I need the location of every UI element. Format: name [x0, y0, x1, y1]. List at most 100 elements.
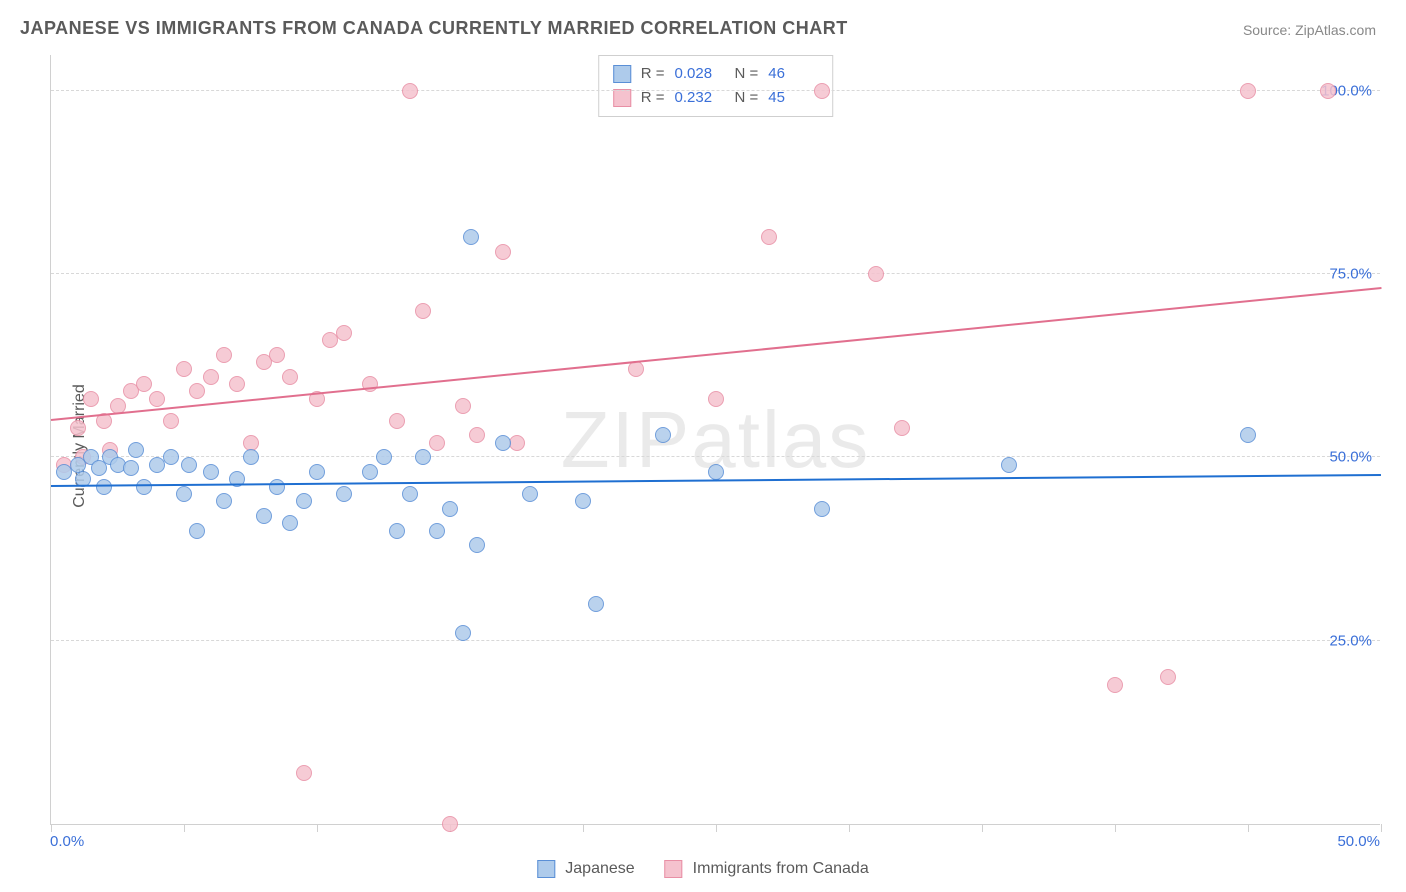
scatter-point: [136, 479, 152, 495]
scatter-point: [495, 244, 511, 260]
scatter-point: [402, 486, 418, 502]
x-tick: [849, 824, 850, 832]
x-tick-label-min: 0.0%: [50, 833, 84, 850]
gridline: [51, 90, 1380, 91]
scatter-point: [216, 493, 232, 509]
swatch-series1: [613, 65, 631, 83]
chart-title: JAPANESE VS IMMIGRANTS FROM CANADA CURRE…: [20, 18, 848, 39]
x-tick: [583, 824, 584, 832]
y-tick-label: 50.0%: [1329, 449, 1372, 466]
scatter-point: [469, 537, 485, 553]
scatter-point: [189, 383, 205, 399]
scatter-point: [469, 427, 485, 443]
x-tick: [716, 824, 717, 832]
source-attribution: Source: ZipAtlas.com: [1243, 22, 1376, 38]
legend-item-series2: Immigrants from Canada: [665, 860, 869, 878]
scatter-point: [868, 266, 884, 282]
scatter-point: [123, 460, 139, 476]
legend: Japanese Immigrants from Canada: [537, 860, 868, 878]
scatter-point: [575, 493, 591, 509]
stats-row-series1: R = 0.028 N = 46: [613, 62, 819, 86]
scatter-point: [1320, 83, 1336, 99]
scatter-point: [402, 83, 418, 99]
scatter-point: [522, 486, 538, 502]
scatter-point: [1240, 83, 1256, 99]
gridline: [51, 640, 1380, 641]
scatter-point: [282, 369, 298, 385]
scatter-point: [282, 515, 298, 531]
x-tick: [184, 824, 185, 832]
r-value-series1: 0.028: [675, 62, 725, 86]
scatter-plot-area: ZIPatlas R = 0.028 N = 46 R = 0.232 N = …: [50, 55, 1380, 825]
legend-label-series2: Immigrants from Canada: [693, 860, 869, 878]
scatter-point: [362, 464, 378, 480]
scatter-point: [1107, 677, 1123, 693]
scatter-point: [429, 435, 445, 451]
scatter-point: [415, 449, 431, 465]
legend-item-series1: Japanese: [537, 860, 634, 878]
scatter-point: [415, 303, 431, 319]
scatter-point: [189, 523, 205, 539]
n-value-series1: 46: [768, 62, 818, 86]
scatter-point: [655, 427, 671, 443]
scatter-point: [894, 420, 910, 436]
scatter-point: [814, 83, 830, 99]
x-tick-label-max: 50.0%: [1337, 833, 1380, 850]
legend-label-series1: Japanese: [565, 860, 634, 878]
gridline: [51, 273, 1380, 274]
scatter-point: [128, 442, 144, 458]
scatter-point: [708, 464, 724, 480]
n-label: N =: [735, 62, 759, 86]
scatter-point: [269, 347, 285, 363]
scatter-point: [389, 413, 405, 429]
scatter-point: [216, 347, 232, 363]
scatter-point: [96, 479, 112, 495]
x-tick: [982, 824, 983, 832]
scatter-point: [628, 361, 644, 377]
legend-swatch-series1: [537, 860, 555, 878]
scatter-point: [455, 398, 471, 414]
scatter-point: [83, 391, 99, 407]
scatter-point: [442, 816, 458, 832]
scatter-point: [814, 501, 830, 517]
scatter-point: [296, 765, 312, 781]
r-label: R =: [641, 62, 665, 86]
scatter-point: [389, 523, 405, 539]
x-tick: [317, 824, 318, 832]
scatter-point: [149, 391, 165, 407]
swatch-series2: [613, 89, 631, 107]
scatter-point: [442, 501, 458, 517]
scatter-point: [70, 420, 86, 436]
scatter-point: [136, 376, 152, 392]
scatter-point: [203, 369, 219, 385]
scatter-point: [176, 361, 192, 377]
scatter-point: [463, 229, 479, 245]
x-tick: [1381, 824, 1382, 832]
scatter-point: [203, 464, 219, 480]
scatter-point: [309, 464, 325, 480]
scatter-point: [176, 486, 192, 502]
scatter-point: [181, 457, 197, 473]
x-tick: [1115, 824, 1116, 832]
scatter-point: [256, 508, 272, 524]
scatter-point: [1240, 427, 1256, 443]
x-tick: [1248, 824, 1249, 832]
scatter-point: [588, 596, 604, 612]
scatter-point: [269, 479, 285, 495]
scatter-point: [376, 449, 392, 465]
scatter-point: [1001, 457, 1017, 473]
scatter-point: [163, 413, 179, 429]
scatter-point: [495, 435, 511, 451]
scatter-point: [163, 449, 179, 465]
scatter-point: [761, 229, 777, 245]
scatter-point: [229, 376, 245, 392]
scatter-point: [243, 435, 259, 451]
correlation-stats-box: R = 0.028 N = 46 R = 0.232 N = 45: [598, 55, 834, 117]
scatter-point: [336, 486, 352, 502]
scatter-point: [336, 325, 352, 341]
legend-swatch-series2: [665, 860, 683, 878]
scatter-point: [1160, 669, 1176, 685]
y-tick-label: 25.0%: [1329, 632, 1372, 649]
x-tick: [51, 824, 52, 832]
scatter-point: [429, 523, 445, 539]
